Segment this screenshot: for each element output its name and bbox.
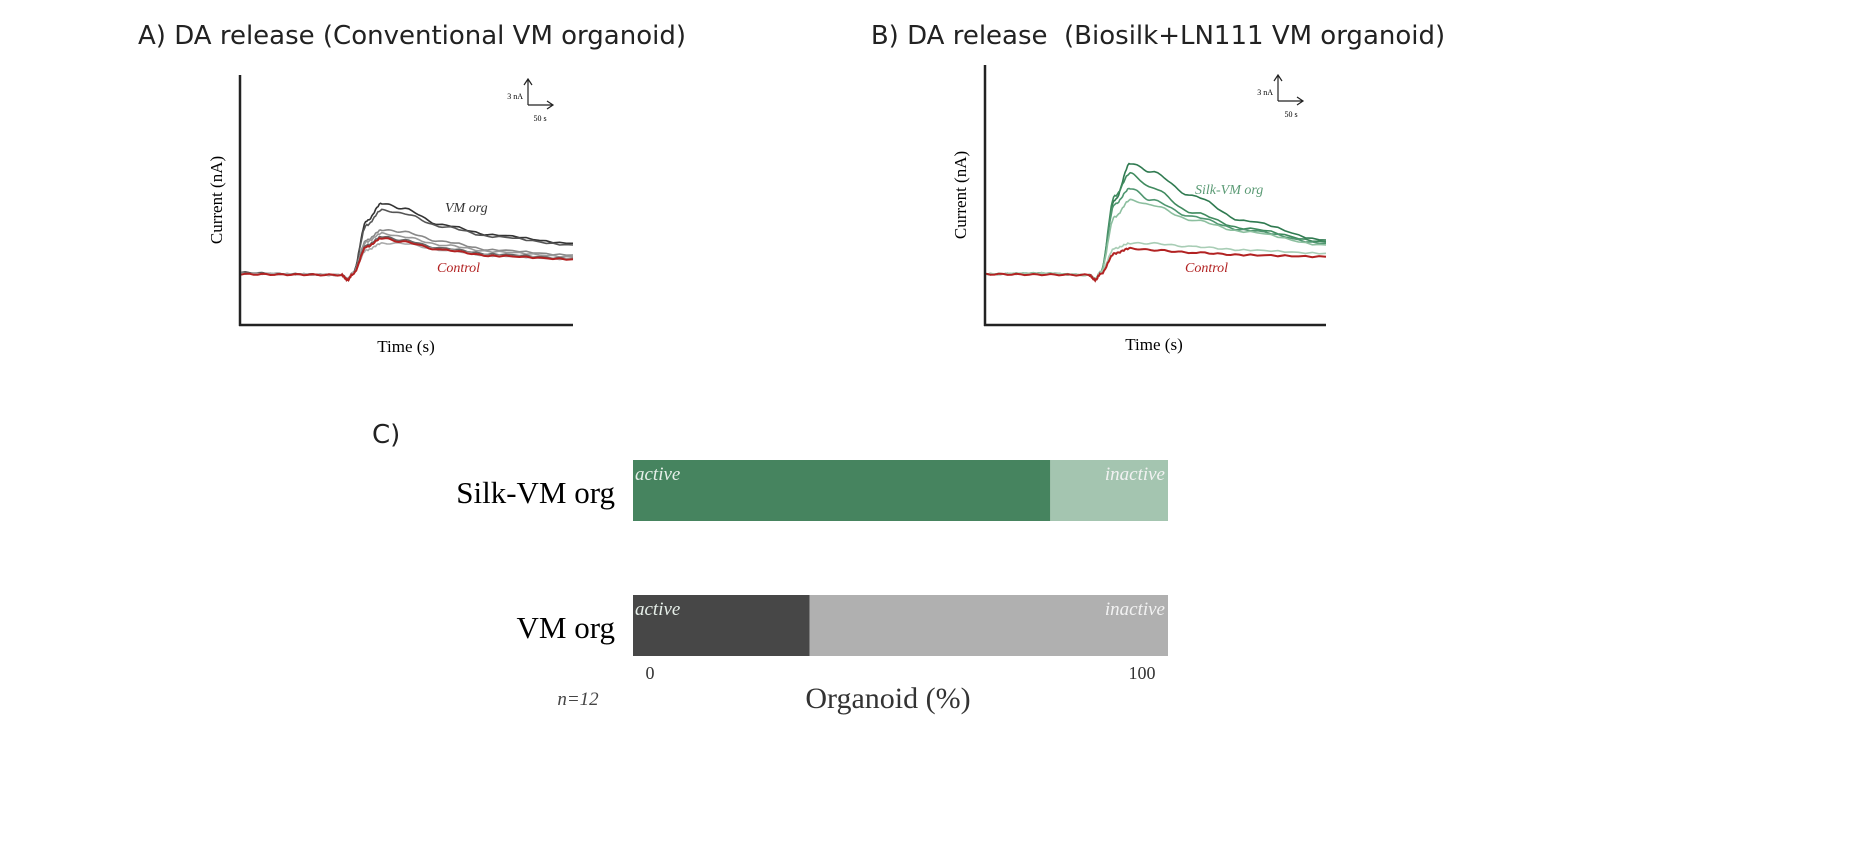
panel-c-bars: active inactive active inactive [633,460,1168,656]
panel-a-control-label: Control [437,261,480,276]
category-label-vm-org: VM org [517,610,615,645]
panel-b-scale-bar: 3 nA 50 s [1257,73,1305,119]
x-tick-0: 0 [646,663,655,683]
panel-b-trace-control-5 [985,246,1327,283]
panel-a-scale-y: 3 nA [507,92,523,101]
panel-b: B) DA release (Biosilk+LN111 VM organoid… [871,21,1445,354]
bar-label-active: active [635,464,680,485]
bar-vm-org-active [633,595,810,656]
bar-silk-vm-org-inactive [1050,460,1168,521]
panel-b-y-label: Current (nA) [951,151,970,239]
bar-label-inactive: inactive [1105,599,1165,620]
panel-a: A) DA release (Conventional VM organoid)… [138,21,686,356]
panel-c-title: C) [372,420,400,450]
panel-c-x-label: Organoid (%) [805,682,970,715]
panel-b-trace-silk-vm-org-2 [985,187,1327,281]
bar-label-inactive: inactive [1105,464,1165,485]
panel-a-x-label: Time (s) [377,337,434,356]
panel-a-scale-x: 50 s [533,114,546,123]
panel-b-silk-vm-org-label: Silk-VM org [1195,183,1263,198]
bar-vm-org-inactive [809,595,1168,656]
panel-a-trace-control-6 [240,236,574,282]
panel-a-y-label: Current (nA) [207,156,226,244]
panel-a-vm-org-label: VM org [445,201,488,216]
panel-b-trace-silk-vm-org-0 [985,162,1327,281]
x-tick-100: 100 [1129,663,1156,683]
sample-size-note: n=12 [557,689,599,710]
panel-b-traces [985,162,1327,283]
panel-b-scale-y: 3 nA [1257,88,1273,97]
category-label-silk-vm-org: Silk-VM org [456,475,615,510]
bar-silk-vm-org-active [633,460,1051,521]
panel-b-control-label: Control [1185,261,1228,276]
panel-b-trace-silk-vm-org-3 [985,198,1327,282]
panel-c: C) active inactive active inactive Silk-VM … [372,420,1168,715]
panel-b-scale-x: 50 s [1284,110,1297,119]
panel-b-x-label: Time (s) [1125,335,1182,354]
panel-a-scale-bar: 3 nA 50 s [507,77,555,123]
bar-label-active: active [635,599,680,620]
panel-a-traces [240,202,574,282]
panel-b-title: B) DA release (Biosilk+LN111 VM organoid… [871,21,1445,51]
panel-a-title: A) DA release (Conventional VM organoid) [138,21,686,51]
